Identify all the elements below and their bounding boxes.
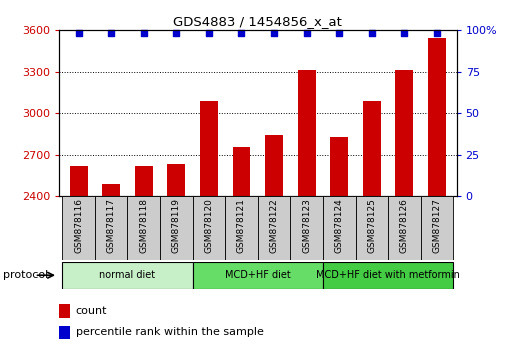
Bar	[192, 196, 225, 260]
Title: GDS4883 / 1454856_x_at: GDS4883 / 1454856_x_at	[173, 15, 342, 28]
Point	[205, 30, 213, 36]
Bar	[363, 101, 381, 196]
Bar	[330, 137, 348, 196]
Text: GSM878120: GSM878120	[204, 198, 213, 253]
Text: GSM878117: GSM878117	[107, 198, 115, 253]
Text: MCD+HF diet with metformin: MCD+HF diet with metformin	[316, 270, 460, 280]
Bar	[265, 136, 283, 196]
Bar	[428, 38, 446, 196]
Text: GSM878126: GSM878126	[400, 198, 409, 253]
Bar	[167, 164, 185, 196]
Bar	[102, 184, 120, 196]
Bar	[59, 304, 70, 318]
Text: protocol: protocol	[3, 270, 48, 280]
Bar	[323, 262, 453, 289]
Point	[107, 30, 115, 36]
Point	[172, 30, 181, 36]
Bar	[323, 196, 356, 260]
Point	[368, 30, 376, 36]
Point	[270, 30, 278, 36]
Text: GSM878124: GSM878124	[335, 198, 344, 253]
Point	[140, 30, 148, 36]
Bar	[59, 326, 70, 339]
Bar	[62, 196, 95, 260]
Text: MCD+HF diet: MCD+HF diet	[225, 270, 291, 280]
Bar	[388, 196, 421, 260]
Bar	[225, 196, 258, 260]
Bar	[160, 196, 192, 260]
Text: GSM878121: GSM878121	[237, 198, 246, 253]
Point	[303, 30, 311, 36]
Text: GSM878119: GSM878119	[172, 198, 181, 253]
Bar	[232, 147, 250, 196]
Text: GSM878118: GSM878118	[139, 198, 148, 253]
Point	[335, 30, 343, 36]
Bar	[192, 262, 323, 289]
Bar	[62, 262, 192, 289]
Text: percentile rank within the sample: percentile rank within the sample	[76, 327, 264, 337]
Bar	[356, 196, 388, 260]
Text: GSM878122: GSM878122	[269, 198, 279, 253]
Text: GSM878125: GSM878125	[367, 198, 377, 253]
Bar	[70, 166, 88, 196]
Point	[74, 30, 83, 36]
Bar	[396, 70, 413, 196]
Point	[433, 30, 441, 36]
Text: GSM878127: GSM878127	[432, 198, 442, 253]
Point	[400, 30, 408, 36]
Text: count: count	[76, 306, 107, 316]
Bar	[421, 196, 453, 260]
Bar	[135, 166, 153, 196]
Bar	[127, 196, 160, 260]
Point	[238, 30, 246, 36]
Text: normal diet: normal diet	[100, 270, 155, 280]
Bar	[258, 196, 290, 260]
Bar	[290, 196, 323, 260]
Bar	[200, 101, 218, 196]
Text: GSM878123: GSM878123	[302, 198, 311, 253]
Bar	[95, 196, 127, 260]
Bar	[298, 70, 315, 196]
Text: GSM878116: GSM878116	[74, 198, 83, 253]
